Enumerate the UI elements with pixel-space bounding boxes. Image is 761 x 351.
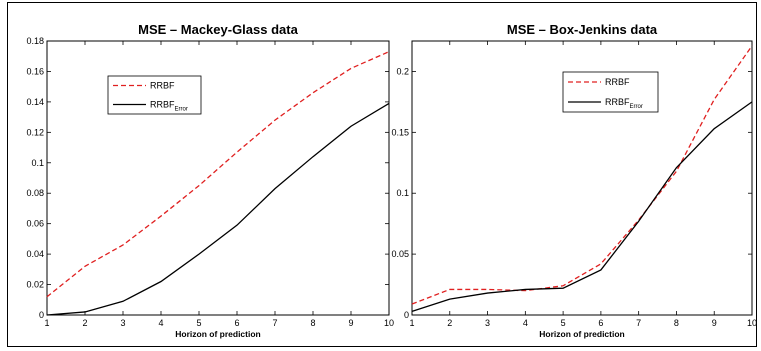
series-line-2	[411, 101, 753, 312]
y-tick-label: 0.18	[26, 36, 44, 46]
y-tick-label: 0	[404, 310, 409, 320]
x-tick-label: 5	[561, 318, 566, 328]
x-tick-label: 1	[409, 318, 414, 328]
chart-1: MSE – Mackey-Glass data 1 2 3 4 5 6 7 8 9 10 0 0.02 0…	[26, 22, 394, 339]
legend-label-subscript: Error	[175, 107, 188, 113]
y-tick-label: 0.15	[391, 127, 409, 137]
y-tick-label: 0.04	[26, 249, 44, 259]
x-tick-label: 6	[598, 318, 603, 328]
chart-title: MSE – Box-Jenkins data	[507, 22, 658, 37]
x-tick-label: 9	[712, 318, 717, 328]
legend-label: RRBF	[605, 77, 630, 87]
x-axis-label: Horizon of prediction	[539, 329, 624, 339]
x-tick-label: 7	[636, 318, 641, 328]
x-tick-label: 10	[384, 318, 394, 328]
y-tick-label: 0.05	[391, 249, 409, 259]
x-tick-label: 3	[485, 318, 490, 328]
y-tick-label: 0.14	[26, 97, 44, 107]
y-tick-label: 0.2	[396, 66, 409, 76]
x-tick-label: 8	[674, 318, 679, 328]
y-tick-label: 0.12	[26, 127, 44, 137]
y-tick-label: 0.1	[396, 188, 409, 198]
chart-title: MSE – Mackey-Glass data	[138, 22, 298, 37]
y-tick-label: 0	[39, 310, 44, 320]
x-tick-label: 7	[272, 318, 277, 328]
x-tick-label: 2	[82, 318, 87, 328]
x-tick-label: 4	[158, 318, 163, 328]
series-line-2	[46, 102, 390, 316]
x-tick-label: 1	[44, 318, 49, 328]
plot-area	[411, 40, 753, 316]
legend-label-subscript: Error	[630, 104, 643, 110]
legend-box	[562, 71, 659, 113]
x-tick-label: 3	[120, 318, 125, 328]
y-tick-label: 0.02	[26, 280, 44, 290]
x-tick-label: 9	[348, 318, 353, 328]
y-tick-label: 0.08	[26, 188, 44, 198]
y-tick-label: 0.06	[26, 219, 44, 229]
x-tick-label: 2	[447, 318, 452, 328]
plot-area	[46, 40, 390, 316]
x-tick-label: 6	[234, 318, 239, 328]
x-tick-label: 10	[747, 318, 757, 328]
chart-2: MSE – Box-Jenkins data 1 2 3 4 5 6 7 8 9 10 0 0.05 0.…	[391, 22, 757, 339]
legend-box	[107, 75, 202, 115]
legend-label: RRBF	[150, 81, 175, 91]
x-tick-label: 5	[196, 318, 201, 328]
x-tick-label: 8	[310, 318, 315, 328]
series-line-1	[411, 45, 753, 305]
y-tick-label: 0.16	[26, 66, 44, 76]
y-tick-label: 0.1	[31, 158, 44, 168]
series-line-1	[46, 51, 390, 298]
x-axis-label: Horizon of prediction	[175, 329, 260, 339]
figure-frame	[7, 2, 757, 347]
x-tick-label: 4	[523, 318, 528, 328]
